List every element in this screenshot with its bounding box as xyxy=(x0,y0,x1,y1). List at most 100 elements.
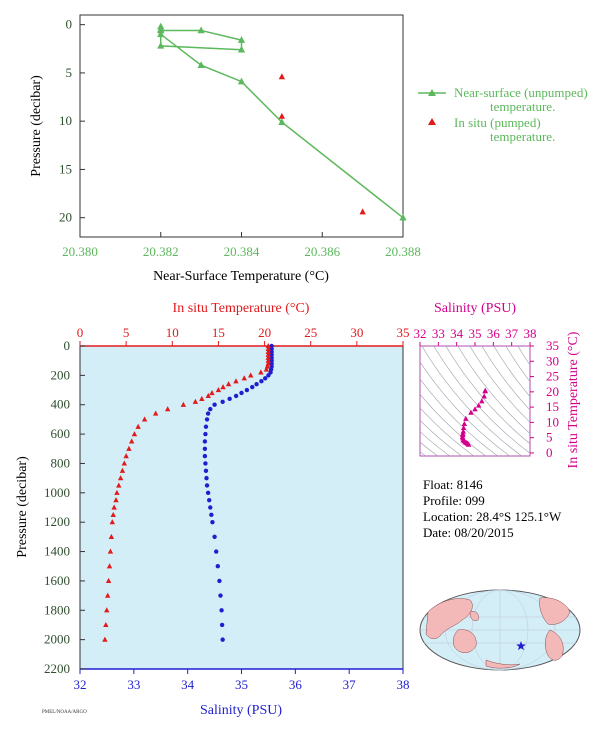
pressure-tick-label: 1400 xyxy=(44,544,70,559)
salinity-point xyxy=(212,534,217,540)
profile-date: Date: 08/20/2015 xyxy=(423,525,514,540)
ts-point xyxy=(460,428,466,434)
density-contour xyxy=(420,361,511,456)
top-legend: Near-surface (unpumped) temperature. In … xyxy=(418,85,588,144)
near-surface-point xyxy=(157,41,165,49)
temperature-point xyxy=(105,577,112,584)
temperature-point xyxy=(265,345,271,352)
temperature-point xyxy=(106,563,113,569)
temperature-point xyxy=(265,357,271,363)
pressure-tick-label: 200 xyxy=(51,367,71,382)
near-surface-temperature-chart: 20.380 20.382 20.384 20.386 20.388 05101520 … xyxy=(29,14,588,284)
density-contour xyxy=(457,346,530,434)
pressure-axis-ticks: 0 200 400 600 800 1000 1200 1400 1600 1800 2000 220… xyxy=(44,338,85,676)
temperature-tick-label: 5 xyxy=(123,325,130,340)
near-surface-point xyxy=(157,25,165,33)
salinity-axis-ticks: 32 33 34 35 36 37 38 xyxy=(74,668,410,692)
float-id: Float: 8146 xyxy=(423,477,483,492)
top-y-tick-label: 15 xyxy=(59,161,72,176)
temperature-point xyxy=(233,378,239,384)
temperature-point xyxy=(131,431,138,437)
salinity-point xyxy=(205,411,211,416)
density-contour xyxy=(481,346,530,411)
salinity-point xyxy=(233,393,239,399)
temperature-point xyxy=(152,410,159,416)
salinity-point xyxy=(203,431,208,437)
temperature-point xyxy=(209,389,215,396)
pressure-tick-label: 1000 xyxy=(44,485,70,500)
top-y-tick-label: 20 xyxy=(59,210,72,225)
salinity-point xyxy=(205,490,211,496)
temperature-point xyxy=(258,369,264,375)
top-y-axis-label: Pressure (decibar) xyxy=(29,75,44,177)
temperature-point xyxy=(104,607,110,613)
temperature-axis-label: In situ Temperature (°C) xyxy=(173,301,310,316)
salinity-point xyxy=(239,390,244,396)
temperature-point xyxy=(220,384,226,390)
location-map xyxy=(419,589,581,671)
temperature-point xyxy=(107,548,114,554)
salinity-point xyxy=(220,399,225,404)
profile-series xyxy=(102,343,274,642)
ts-temperature-tick-label: 30 xyxy=(546,353,559,368)
pressure-tick-label: 1800 xyxy=(44,602,70,617)
temperature-point xyxy=(114,489,120,495)
temperature-tick-label: 0 xyxy=(77,325,84,340)
ts-point xyxy=(465,441,472,447)
ts-points xyxy=(459,387,488,447)
temperature-point xyxy=(215,387,222,393)
temperature-point xyxy=(225,381,232,387)
salinity-point xyxy=(204,483,210,488)
temperature-point xyxy=(116,482,122,488)
temperature-point xyxy=(241,375,247,381)
ts-point xyxy=(479,398,485,404)
ts-point xyxy=(460,424,467,430)
temperature-point xyxy=(192,398,199,404)
top-y-tick-label: 5 xyxy=(66,65,73,80)
salinity-point xyxy=(266,373,271,378)
salinity-point xyxy=(202,439,208,444)
temperature-point xyxy=(123,453,129,459)
salinity-point xyxy=(202,453,208,459)
salinity-point xyxy=(208,505,213,510)
pressure-tick-label: 1600 xyxy=(44,573,70,588)
in-situ-point xyxy=(278,112,286,119)
temperature-point xyxy=(117,475,124,481)
profile-chart: 0 5 10 15 20 25 30 35 32 33 34 35 36 37 38 0 200 400 600… xyxy=(15,301,410,718)
near-surface-point xyxy=(278,118,286,125)
salinity-point xyxy=(217,578,222,584)
legend-entry-unpumped-1: Near-surface (unpumped) xyxy=(454,85,588,100)
pressure-tick-label: 400 xyxy=(51,397,71,412)
temperature-point xyxy=(108,533,115,539)
ts-salinity-ticks: 32 33 34 35 36 37 38 xyxy=(414,326,537,346)
salinity-point xyxy=(219,608,224,613)
density-contour xyxy=(505,346,530,383)
ts-point xyxy=(472,406,478,412)
salinity-point xyxy=(204,417,210,422)
ts-y-axis-label: In situ Temperature (°C) xyxy=(566,331,581,468)
salinity-point xyxy=(219,622,225,628)
float-position-marker xyxy=(516,641,526,651)
temperature-point xyxy=(110,511,116,517)
density-contour xyxy=(420,378,499,456)
footer-credit: PMEL/NOAA/ARGO xyxy=(42,710,87,715)
legend-triangle-green xyxy=(428,89,436,96)
pressure-tick-label: 800 xyxy=(51,455,71,470)
density-contour xyxy=(420,407,475,456)
ts-salinity-tick-label: 35 xyxy=(469,326,482,341)
salinity-tick-label: 37 xyxy=(343,677,357,692)
salinity-tick-label: 32 xyxy=(74,677,87,692)
ts-salinity-tick-label: 33 xyxy=(432,326,445,341)
temperature-point xyxy=(128,438,135,444)
top-y-tick-label: 10 xyxy=(59,113,72,128)
ts-temperature-tick-label: 0 xyxy=(546,445,553,460)
ts-temperature-tick-label: 25 xyxy=(546,369,559,384)
map-land xyxy=(425,597,571,669)
temperature-tick-label: 35 xyxy=(397,325,410,340)
ts-temperature-tick-label: 5 xyxy=(546,430,553,445)
ts-salinity-tick-label: 36 xyxy=(487,326,501,341)
ts-temperature-tick-label: 35 xyxy=(546,338,559,353)
top-x-tick-label: 20.384 xyxy=(224,244,260,259)
salinity-tick-label: 36 xyxy=(289,677,303,692)
